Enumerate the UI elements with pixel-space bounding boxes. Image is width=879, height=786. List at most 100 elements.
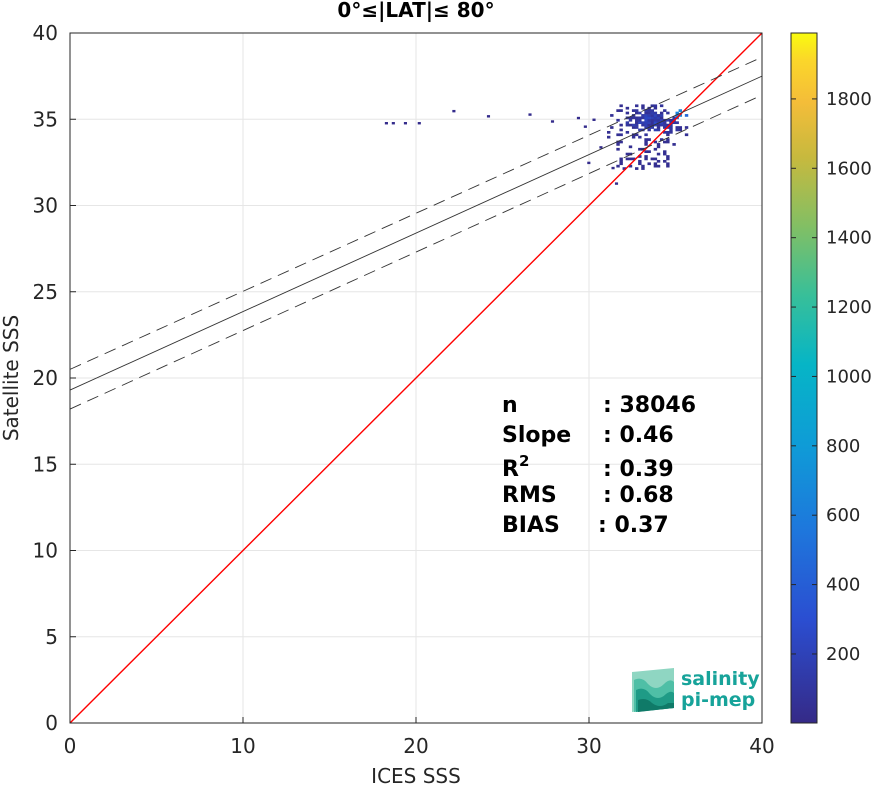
density-cell bbox=[644, 138, 648, 141]
density-cell bbox=[631, 116, 636, 120]
colorbar-tick-label: 1200 bbox=[826, 297, 872, 318]
density-cell bbox=[583, 125, 587, 128]
colorbar-tick-label: 1800 bbox=[826, 89, 872, 110]
density-cell bbox=[666, 155, 670, 158]
density-cell bbox=[656, 116, 661, 120]
density-cell bbox=[656, 126, 661, 129]
colorbar-tick-label: 400 bbox=[826, 575, 860, 596]
density-cell bbox=[631, 109, 636, 112]
density-cell bbox=[616, 118, 620, 122]
density-cell bbox=[647, 138, 651, 141]
stat-value: : 0.37 bbox=[598, 513, 669, 538]
density-cell bbox=[666, 133, 670, 137]
density-cell bbox=[644, 133, 648, 137]
density-cell bbox=[592, 118, 596, 121]
density-cell bbox=[625, 152, 630, 156]
density-cell bbox=[452, 109, 456, 113]
density-cell bbox=[635, 167, 639, 170]
colorbar-tick-label: 1000 bbox=[826, 366, 872, 387]
density-cell bbox=[656, 123, 661, 127]
density-cell bbox=[641, 106, 645, 110]
stat-label: BIAS bbox=[502, 513, 560, 538]
density-cell bbox=[659, 116, 664, 120]
density-cell bbox=[666, 130, 670, 134]
density-cell bbox=[653, 106, 658, 110]
density-cell bbox=[644, 157, 648, 161]
density-cell bbox=[653, 147, 658, 151]
density-cell bbox=[550, 120, 555, 123]
density-cell bbox=[644, 155, 648, 158]
chart-title: 0°≤|LAT|≤ 80° bbox=[337, 0, 494, 22]
density-cell bbox=[619, 109, 623, 112]
density-cell bbox=[666, 157, 670, 161]
density-cell bbox=[684, 133, 689, 137]
density-cell bbox=[625, 130, 630, 134]
density-cell bbox=[647, 111, 651, 115]
density-cell bbox=[669, 121, 673, 125]
density-cell bbox=[616, 147, 620, 151]
density-cell bbox=[619, 128, 623, 132]
logo-line1: salinity bbox=[681, 668, 760, 690]
density-cell bbox=[659, 123, 664, 127]
density-cell bbox=[656, 145, 661, 149]
density-cell bbox=[663, 152, 667, 156]
logo-line2: pi-mep bbox=[681, 689, 755, 711]
density-cell bbox=[653, 114, 658, 117]
density-cell bbox=[641, 116, 645, 120]
density-cell bbox=[638, 155, 642, 158]
density-cell bbox=[653, 164, 658, 168]
stat-superscript: 2 bbox=[519, 452, 529, 470]
identity-line bbox=[69, 32, 763, 724]
density-cell bbox=[650, 118, 655, 122]
density-cell bbox=[638, 159, 642, 163]
density-cell bbox=[666, 118, 670, 122]
density-cell bbox=[599, 146, 603, 149]
x-axis-title: ICES SSS bbox=[371, 764, 461, 786]
density-cell bbox=[638, 121, 642, 125]
density-cell bbox=[675, 111, 679, 115]
density-cell bbox=[656, 143, 661, 146]
y-tick-label: 40 bbox=[33, 21, 58, 45]
density-cell bbox=[669, 118, 673, 122]
density-cell bbox=[666, 123, 670, 127]
density-cell bbox=[644, 121, 648, 125]
regression-upper-line bbox=[69, 56, 763, 370]
density-cell bbox=[644, 140, 648, 144]
density-cell bbox=[669, 123, 673, 127]
density-cell bbox=[656, 164, 661, 168]
density-cell bbox=[678, 109, 683, 112]
x-tick-label: 0 bbox=[64, 734, 77, 758]
density-cell bbox=[619, 157, 623, 161]
density-cell bbox=[663, 150, 667, 154]
density-cell bbox=[638, 111, 642, 115]
density-cell bbox=[638, 118, 642, 122]
x-tick-label: 40 bbox=[749, 734, 774, 758]
density-cell bbox=[647, 162, 651, 166]
stat-value: : 38046 bbox=[603, 393, 696, 418]
density-cell bbox=[635, 123, 639, 127]
density-cell bbox=[663, 121, 667, 125]
density-cell bbox=[587, 161, 591, 165]
salinity-pi-mep-logo: salinity pi-mep bbox=[632, 668, 760, 712]
density-cell bbox=[628, 152, 633, 156]
density-cell bbox=[528, 113, 532, 116]
density-cell bbox=[653, 111, 658, 115]
regression-lower-line bbox=[69, 94, 763, 410]
density-cell bbox=[684, 126, 689, 129]
x-axis-ticks: 0 10 20 30 40 bbox=[64, 717, 775, 758]
density-cell bbox=[656, 128, 661, 132]
density-cell bbox=[653, 118, 658, 122]
density-cell bbox=[669, 128, 673, 132]
density-cell bbox=[647, 109, 651, 112]
density-cell bbox=[628, 164, 633, 168]
density-cell bbox=[616, 164, 620, 168]
density-cell bbox=[644, 116, 648, 120]
density-cell bbox=[663, 130, 667, 134]
density-cell bbox=[663, 126, 667, 129]
density-cell bbox=[656, 152, 661, 156]
y-tick-label: 5 bbox=[45, 625, 58, 649]
density-cell bbox=[650, 121, 655, 125]
density-cell bbox=[647, 128, 651, 132]
density-cell bbox=[647, 114, 651, 117]
density-cell bbox=[644, 114, 648, 117]
